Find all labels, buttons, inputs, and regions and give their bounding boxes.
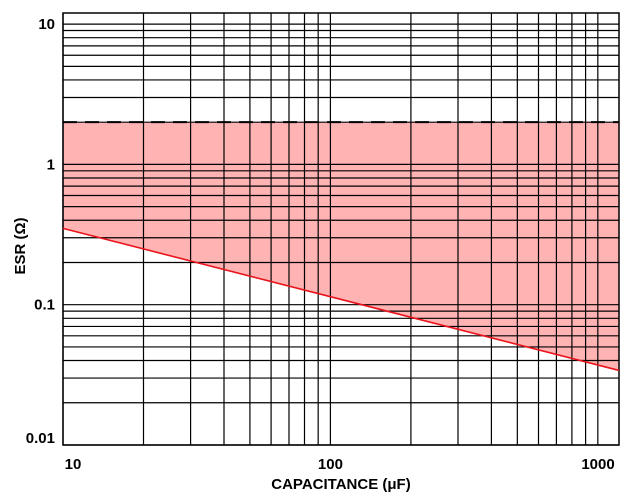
grid [62, 12, 620, 446]
y-tick-label: 0.1 [34, 297, 55, 314]
series [62, 121, 620, 372]
x-tick-label: 100 [318, 456, 343, 473]
x-axis-label: CAPACITANCE (μF) [271, 476, 410, 493]
x-tick-label: 10 [65, 456, 82, 473]
y-tick-label: 0.01 [26, 430, 55, 447]
shaded-region [63, 122, 619, 371]
minimum-esr-line [62, 227, 620, 372]
y-axis-label: ESR (Ω) [12, 217, 29, 274]
y-tick-label: 1 [47, 156, 55, 173]
y-tick-label: 10 [38, 16, 55, 33]
tick-labels: 10 100 1000 10 1 0.1 0.01 [26, 16, 615, 473]
x-tick-label: 1000 [581, 456, 614, 473]
stable-region-fill [63, 122, 619, 371]
